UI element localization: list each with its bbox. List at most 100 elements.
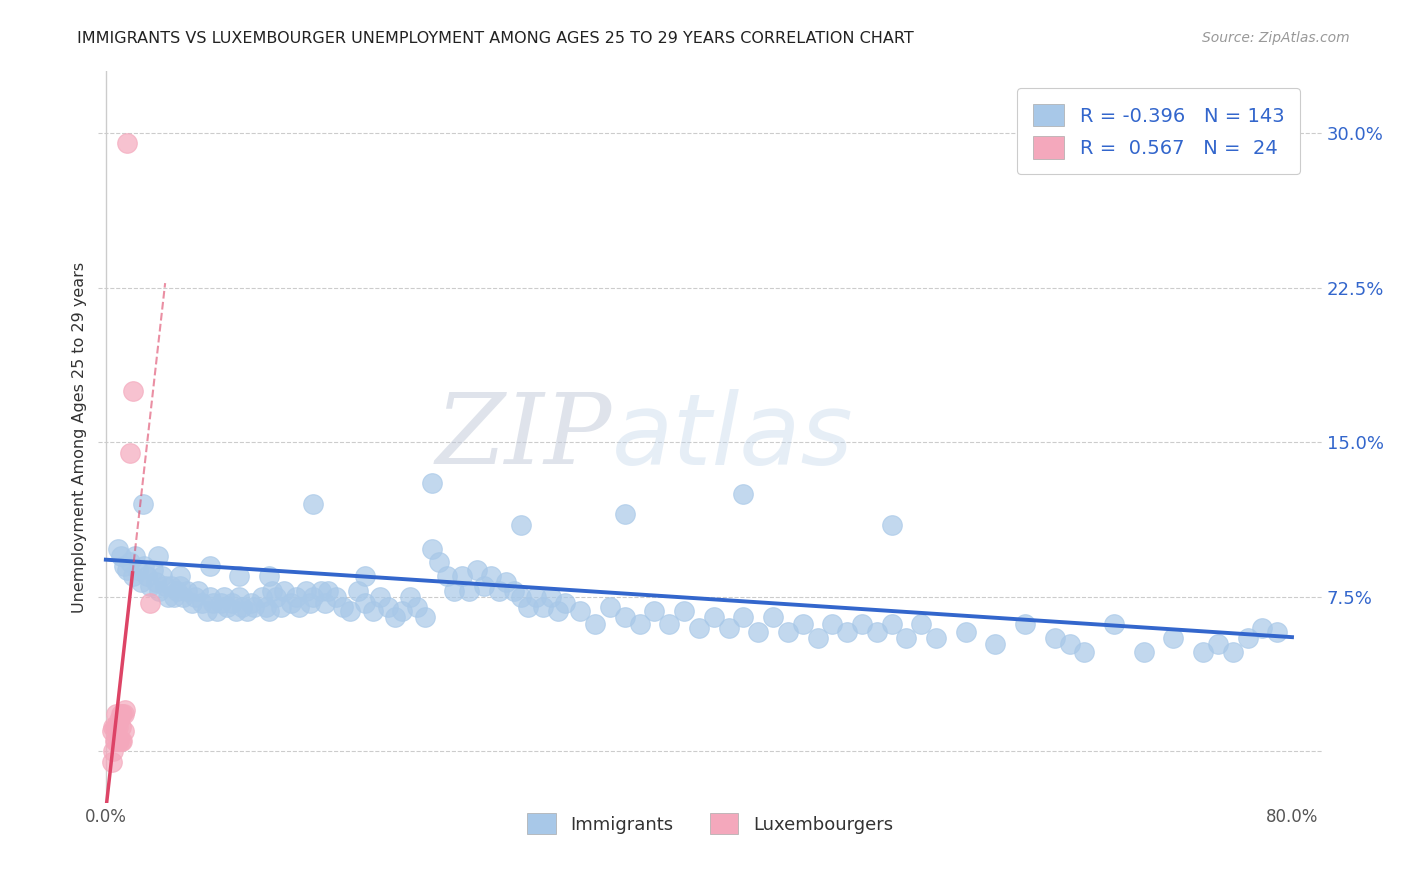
Point bbox=[465, 563, 488, 577]
Point bbox=[762, 610, 785, 624]
Point bbox=[531, 600, 554, 615]
Point bbox=[472, 579, 495, 593]
Point bbox=[266, 590, 288, 604]
Point bbox=[195, 604, 218, 618]
Point bbox=[733, 610, 755, 624]
Point bbox=[114, 703, 136, 717]
Point bbox=[613, 508, 636, 522]
Point bbox=[260, 583, 283, 598]
Point bbox=[103, 720, 125, 734]
Point bbox=[733, 487, 755, 501]
Point bbox=[510, 517, 533, 532]
Point bbox=[235, 604, 257, 618]
Point bbox=[302, 497, 325, 511]
Point bbox=[599, 600, 621, 615]
Point bbox=[569, 604, 592, 618]
Point bbox=[747, 624, 769, 639]
Point bbox=[354, 596, 377, 610]
Point bbox=[384, 610, 406, 624]
Point bbox=[257, 569, 280, 583]
Point bbox=[107, 734, 129, 748]
Point bbox=[118, 555, 141, 569]
Point bbox=[332, 600, 354, 615]
Point bbox=[458, 583, 481, 598]
Legend: Immigrants, Luxembourgers: Immigrants, Luxembourgers bbox=[520, 806, 900, 841]
Point bbox=[115, 136, 138, 151]
Point bbox=[110, 549, 132, 563]
Point bbox=[776, 624, 799, 639]
Point bbox=[1043, 631, 1066, 645]
Point bbox=[250, 590, 273, 604]
Point bbox=[299, 596, 322, 610]
Point bbox=[391, 604, 413, 618]
Point bbox=[413, 610, 436, 624]
Point bbox=[302, 590, 325, 604]
Point bbox=[240, 596, 263, 610]
Point bbox=[214, 590, 236, 604]
Point bbox=[436, 569, 458, 583]
Point bbox=[316, 583, 339, 598]
Point bbox=[198, 590, 221, 604]
Point bbox=[231, 600, 253, 615]
Point bbox=[273, 583, 295, 598]
Point bbox=[420, 542, 443, 557]
Y-axis label: Unemployment Among Ages 25 to 29 years: Unemployment Among Ages 25 to 29 years bbox=[72, 261, 87, 613]
Point bbox=[613, 610, 636, 624]
Point bbox=[105, 720, 128, 734]
Point bbox=[1102, 616, 1125, 631]
Point bbox=[398, 590, 420, 604]
Point bbox=[524, 590, 547, 604]
Point bbox=[429, 555, 451, 569]
Point bbox=[643, 604, 665, 618]
Point bbox=[225, 604, 247, 618]
Text: ZIP: ZIP bbox=[436, 390, 612, 484]
Point bbox=[792, 616, 814, 631]
Point bbox=[217, 600, 239, 615]
Point bbox=[157, 590, 180, 604]
Point bbox=[547, 604, 569, 618]
Point bbox=[673, 604, 696, 618]
Point bbox=[896, 631, 918, 645]
Point bbox=[295, 583, 318, 598]
Point bbox=[479, 569, 502, 583]
Point bbox=[184, 590, 207, 604]
Point bbox=[112, 723, 135, 738]
Point bbox=[108, 734, 131, 748]
Point bbox=[688, 621, 710, 635]
Point bbox=[309, 583, 332, 598]
Point bbox=[198, 558, 221, 573]
Point bbox=[314, 596, 336, 610]
Point bbox=[540, 590, 562, 604]
Point bbox=[118, 445, 141, 459]
Point bbox=[142, 563, 165, 577]
Point bbox=[284, 590, 307, 604]
Point bbox=[325, 590, 347, 604]
Point bbox=[243, 600, 266, 615]
Point bbox=[339, 604, 361, 618]
Point bbox=[628, 616, 651, 631]
Point bbox=[1206, 637, 1229, 651]
Point bbox=[115, 563, 138, 577]
Point bbox=[851, 616, 873, 631]
Point bbox=[806, 631, 828, 645]
Point bbox=[270, 600, 292, 615]
Point bbox=[1251, 621, 1274, 635]
Point bbox=[121, 384, 143, 398]
Point bbox=[121, 569, 143, 583]
Point bbox=[984, 637, 1007, 651]
Point bbox=[1222, 645, 1244, 659]
Point bbox=[406, 600, 429, 615]
Point bbox=[1059, 637, 1081, 651]
Point bbox=[100, 723, 122, 738]
Point bbox=[1236, 631, 1258, 645]
Point bbox=[169, 569, 191, 583]
Point bbox=[132, 497, 155, 511]
Point bbox=[191, 596, 214, 610]
Point bbox=[554, 596, 576, 610]
Text: Source: ZipAtlas.com: Source: ZipAtlas.com bbox=[1202, 31, 1350, 45]
Point bbox=[100, 755, 122, 769]
Point bbox=[443, 583, 465, 598]
Point bbox=[187, 583, 209, 598]
Point bbox=[166, 583, 188, 598]
Point bbox=[717, 621, 740, 635]
